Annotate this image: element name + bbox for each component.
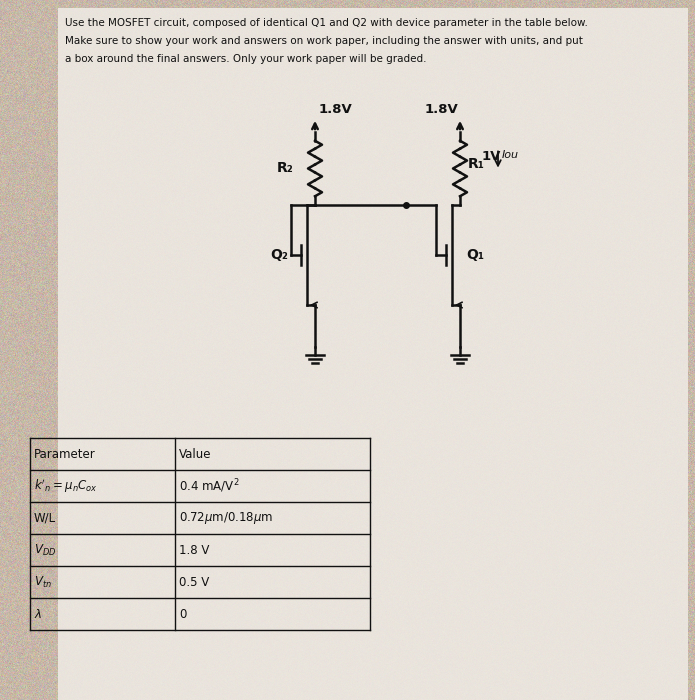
Text: Use the MOSFET circuit, composed of identical Q1 and Q2 with device parameter in: Use the MOSFET circuit, composed of iden… — [65, 18, 588, 28]
Text: Q₂: Q₂ — [270, 248, 288, 262]
Text: 0.72$\mu$m/0.18$\mu$m: 0.72$\mu$m/0.18$\mu$m — [179, 510, 273, 526]
Text: 0.5 V: 0.5 V — [179, 575, 209, 589]
Text: 1V: 1V — [482, 150, 501, 163]
Text: Iou: Iou — [502, 150, 519, 160]
Text: 1.8 V: 1.8 V — [179, 543, 209, 556]
Text: Make sure to show your work and answers on work paper, including the answer with: Make sure to show your work and answers … — [65, 36, 583, 46]
Text: 1.8V: 1.8V — [319, 103, 353, 116]
Text: 0: 0 — [179, 608, 186, 620]
Text: Value: Value — [179, 447, 211, 461]
Text: R₂: R₂ — [276, 162, 293, 176]
Text: $k'_n = \mu_n C_{ox}$: $k'_n = \mu_n C_{ox}$ — [34, 477, 98, 495]
Text: $V_{tn}$: $V_{tn}$ — [34, 575, 52, 589]
Text: a box around the final answers. Only your work paper will be graded.: a box around the final answers. Only you… — [65, 54, 427, 64]
Text: $V_{DD}$: $V_{DD}$ — [34, 542, 56, 557]
Text: 0.4 mA/V$^2$: 0.4 mA/V$^2$ — [179, 477, 240, 495]
Text: R₁: R₁ — [468, 157, 485, 171]
Text: W/L: W/L — [34, 512, 56, 524]
Text: $\lambda$: $\lambda$ — [34, 608, 42, 620]
Text: 1.8V: 1.8V — [425, 103, 459, 116]
Text: Q₁: Q₁ — [466, 248, 484, 262]
Text: Parameter: Parameter — [34, 447, 96, 461]
